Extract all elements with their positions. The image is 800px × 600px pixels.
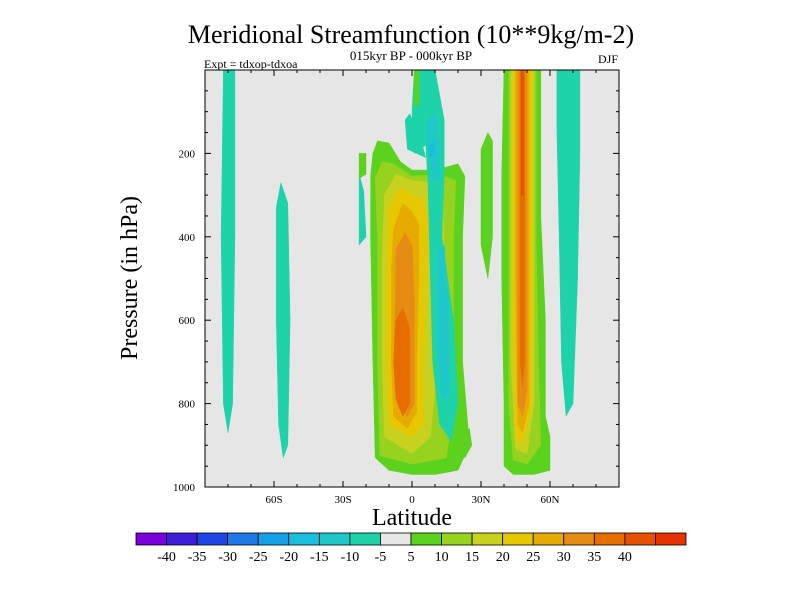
contour-region [404, 113, 427, 158]
contour-region [556, 69, 581, 417]
colorbar-label: -25 [249, 550, 268, 565]
colorbar-label: -35 [188, 550, 207, 565]
x-tick-label: 30N [472, 494, 491, 506]
y-tick-label: 400 [179, 232, 196, 244]
colorbar-label: 40 [618, 550, 632, 565]
contour-region [358, 174, 367, 246]
contour-region [414, 69, 420, 108]
colorbar-label: -20 [279, 550, 298, 565]
colorbar-label: -30 [218, 550, 237, 565]
contour-region [480, 132, 493, 279]
colorbar-label: -40 [157, 550, 176, 565]
colorbar-swatch [196, 532, 229, 546]
colorbar-label: -5 [375, 550, 387, 565]
contour-region [462, 428, 473, 459]
y-tick-label: 600 [179, 315, 196, 327]
y-axis-label: Pressure (in hPa) [117, 196, 143, 360]
colorbar-label: 20 [496, 550, 510, 565]
y-tick-label: 1000 [173, 482, 196, 494]
colorbar-swatch [410, 532, 442, 546]
x-axis-label: Latitude [372, 505, 452, 531]
colorbar-swatch [166, 532, 198, 546]
contour-region [358, 153, 367, 179]
colorbar-swatch [135, 532, 167, 546]
colorbar-swatch [563, 532, 595, 546]
colorbar-label: 30 [557, 550, 571, 565]
chart-title: Meridional Streamfunction (10**9kg/m-2) [188, 20, 634, 49]
colorbar-swatch [593, 532, 626, 546]
colorbar: -40 -35 -30 -25 -20 -15 -10 -5 5 10 15 20 25 30 35 40 [135, 532, 687, 565]
colorbar-swatch [532, 532, 565, 546]
colorbar-label: 15 [465, 550, 479, 565]
x-tick-label: 0 [409, 494, 415, 506]
colorbar-label: -10 [341, 550, 360, 565]
contour-region [437, 244, 450, 400]
x-tick-label: 60N [541, 494, 560, 506]
contour-region [276, 182, 291, 459]
plot-area: 60S 30S 0 30N 60N 200 400 600 800 1000 [173, 69, 620, 506]
colorbar-swatch [257, 532, 290, 546]
chart-subtitle: 015kyr BP - 000kyr BP [350, 48, 472, 63]
contour-region [393, 307, 410, 417]
colorbar-swatch [380, 532, 412, 546]
colorbar-label: 35 [587, 550, 601, 565]
colorbar-label: 25 [526, 550, 540, 565]
colorbar-swatch [471, 532, 504, 546]
colorbar-swatch [349, 532, 381, 546]
colorbar-swatch [318, 532, 351, 546]
contour-region [521, 69, 524, 196]
experiment-label: Expt = tdxop-tdxoa [204, 57, 298, 71]
contour-regions [220, 69, 581, 475]
contour-region [220, 69, 236, 434]
colorbar-swatch [624, 532, 656, 546]
colorbar-label: -15 [310, 550, 329, 565]
x-tick-label: 30S [334, 494, 351, 506]
colorbar-swatch [655, 532, 687, 546]
y-tick-label: 800 [179, 399, 196, 411]
colorbar-swatch [502, 532, 534, 546]
y-tick-label: 200 [179, 148, 196, 160]
colorbar-label: 10 [435, 550, 449, 565]
colorbar-swatch [227, 532, 259, 546]
contour-region [430, 140, 436, 158]
colorbar-label: 5 [408, 550, 415, 565]
season-label: DJF [598, 52, 618, 66]
axis-ticks: 60S 30S 0 30N 60N 200 400 600 800 1000 [173, 70, 620, 506]
colorbar-swatch [441, 532, 473, 546]
x-tick-label: 60S [265, 494, 282, 506]
colorbar-swatch [288, 532, 320, 546]
